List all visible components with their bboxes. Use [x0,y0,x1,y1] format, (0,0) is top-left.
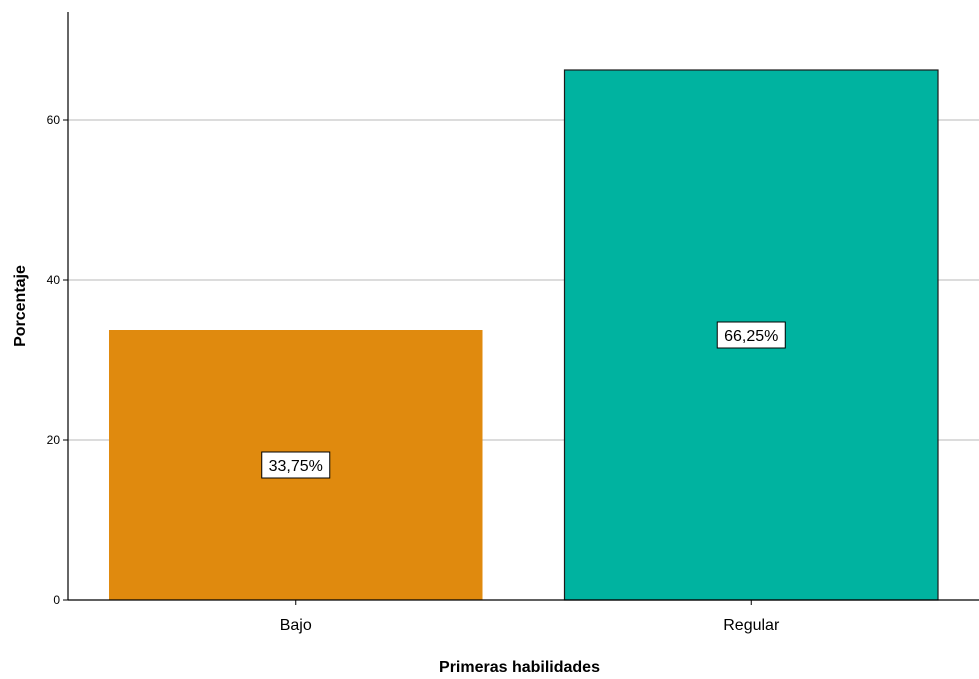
x-tick-label-regular: Regular [723,617,780,634]
x-tick-labels: Bajo Regular [280,600,780,634]
y-tick-label: 0 [53,593,60,607]
y-tick-label: 60 [47,113,61,127]
data-labels: 33,75% 66,25% [261,321,786,479]
axes [67,12,979,601]
data-label-box [261,451,331,479]
x-tick-label-bajo: Bajo [280,617,312,634]
y-tick-label: 20 [47,433,61,447]
y-tick-label: 40 [47,273,61,287]
x-axis-title: Primeras habilidades [439,659,600,676]
data-label-text: 66,25% [724,328,778,345]
y-axis-title: Porcentaje [12,265,29,347]
data-label-text: 33,75% [269,458,323,475]
data-label-box [716,321,786,349]
bars [108,69,939,601]
data-label-regular: 66,25% [716,321,786,349]
data-label-bajo: 33,75% [261,451,331,479]
y-tick-labels: 0 20 40 60 [47,113,68,607]
